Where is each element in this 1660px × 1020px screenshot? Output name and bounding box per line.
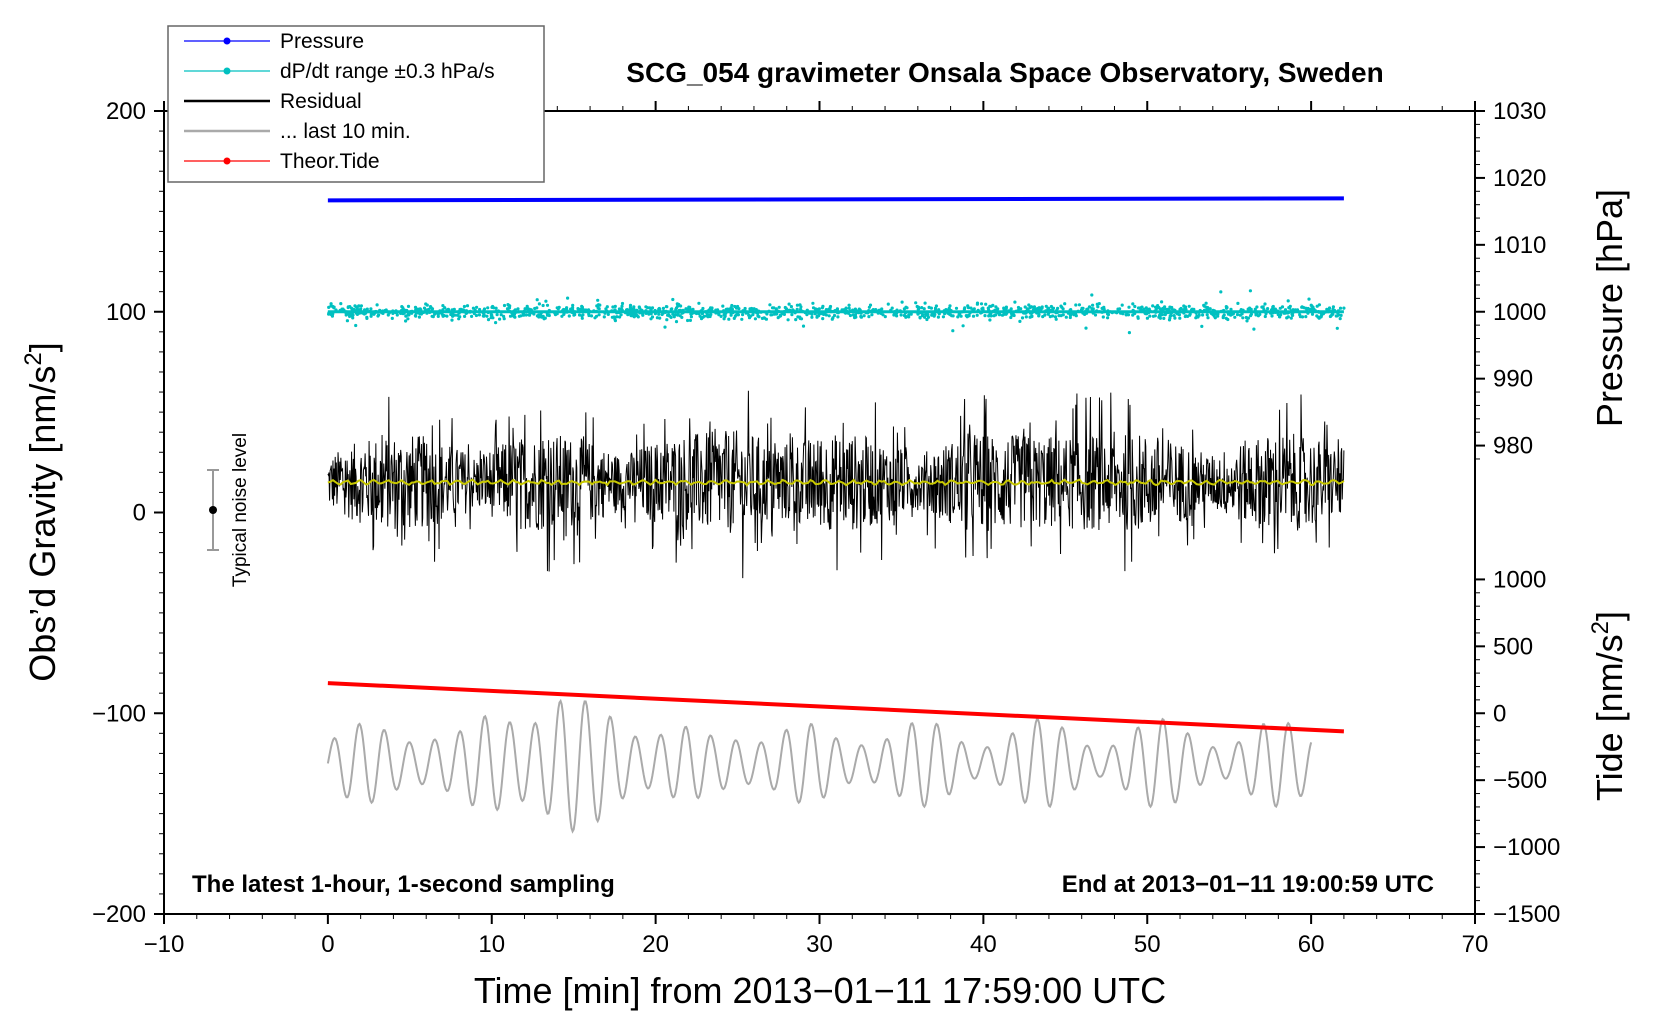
y-left-tick-label: 0 [133,500,146,527]
legend-label: Theor.Tide [280,150,380,173]
note-left: The latest 1-hour, 1-second sampling [192,871,615,898]
y-axis-right-pressure-title: Pressure [hPa] [1589,189,1630,427]
y-left-tick-label: −200 [92,901,146,928]
series-layer [326,196,1346,834]
series-pressure [327,196,1344,203]
legend-label: Pressure [280,30,364,53]
y-right-tide-tick-label: −1500 [1493,901,1560,928]
noise-indicator: Typical noise level [207,433,251,587]
x-tick-label: −10 [144,931,185,958]
x-tick-label: 30 [806,931,833,958]
y-right-pressure-tick-label: 1020 [1493,165,1546,192]
y-right-pressure-tick-label: 1030 [1493,98,1546,125]
y-right-tide-tick-label: 500 [1493,633,1533,660]
legend: Pressure dP/dt range ±0.3 hPa/s Residual..… [167,25,545,183]
legend-box [167,25,545,183]
legend-marker [223,37,231,45]
y-right-tide-tick-label: 1000 [1493,566,1546,593]
x-axis-title: Time [min] from 2013−01−11 17:59:00 UTC [474,970,1166,1011]
y-axis-left-title: Obs’d Gravity [nm/s2] [20,342,63,681]
y-right-pressure-tick-label: 1000 [1493,299,1546,326]
x-tick-label: 50 [1134,931,1161,958]
x-tick-label: 20 [642,931,669,958]
legend-marker [223,157,231,165]
chart-title: SCG_054 gravimeter Onsala Space Observat… [626,57,1383,88]
series-dpdt [327,289,1346,335]
y-right-tide-tick-label: −1000 [1493,834,1560,861]
noise-center-dot [209,506,217,514]
y-axis-right-tide-title: Tide [nm/s2] [1587,611,1630,801]
legend-label: Residual [280,90,362,113]
y-left-tick-label: −100 [92,700,146,727]
series-theor-tide [327,681,1344,734]
note-right: End at 2013−01−11 19:00:59 UTC [1062,871,1434,898]
y-right-tide-tick-label: 0 [1493,700,1506,727]
y-left-tick-label: 100 [106,299,146,326]
x-tick-label: 70 [1462,931,1489,958]
y-right-pressure-tick-label: 990 [1493,366,1533,393]
series-residual-smoothed [327,478,1345,487]
x-tick-label: 40 [970,931,997,958]
tick-layer: −10 0 10 20 30 40 50 60 702001000−100−2001030102… [92,98,1560,958]
x-tick-label: 0 [321,931,334,958]
legend-marker [223,67,231,75]
x-tick-label: 60 [1298,931,1325,958]
legend-label: ... last 10 min. [280,120,411,143]
series-last-10-min [326,698,1313,834]
x-tick-label: 10 [478,931,505,958]
legend-label: dP/dt range ±0.3 hPa/s [280,60,495,83]
y-right-pressure-tick-label: 980 [1493,433,1533,460]
noise-label: Typical noise level [230,433,251,587]
legend-entries: Pressure dP/dt range ±0.3 hPa/s Residual..… [184,30,495,173]
y-left-tick-label: 200 [106,98,146,125]
y-right-tide-tick-label: −500 [1493,767,1547,794]
y-right-pressure-tick-label: 1010 [1493,232,1546,259]
series-residual [327,390,1345,579]
